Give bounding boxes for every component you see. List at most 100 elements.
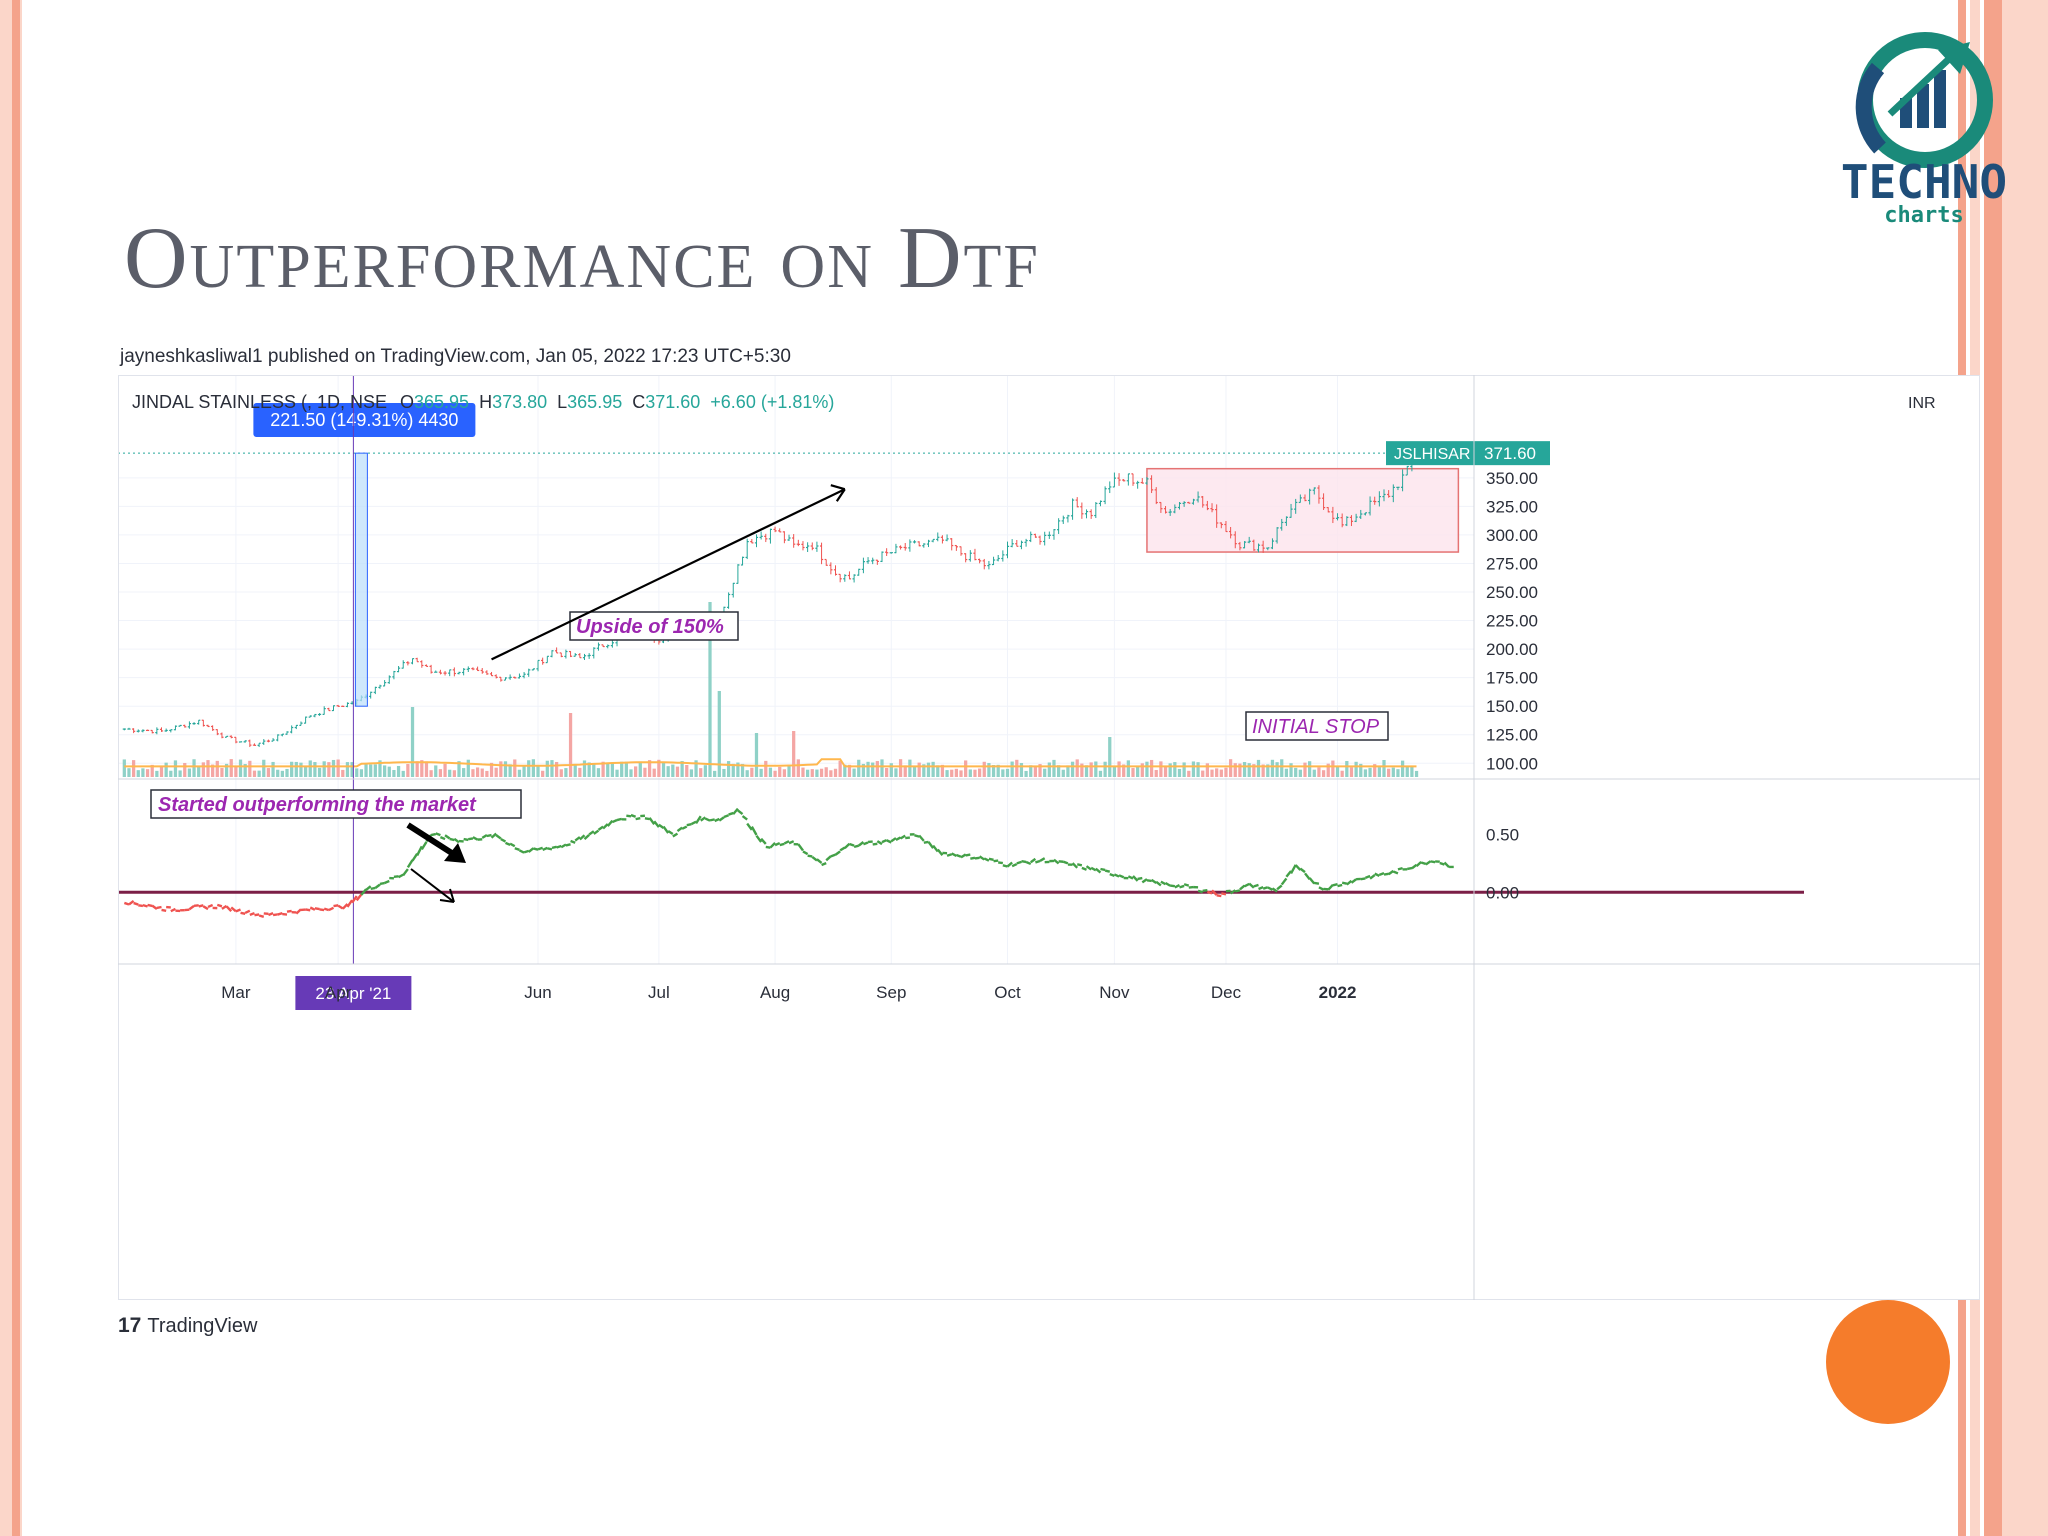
rs-tick-label: 0.50 <box>1486 826 1519 845</box>
annotation-stop-text: INITIAL STOP <box>1252 716 1380 738</box>
rs-segment <box>746 822 753 831</box>
rs-segment <box>398 873 404 879</box>
volume-bar <box>187 768 192 777</box>
rs-segment <box>346 899 354 908</box>
volume-bar <box>1298 769 1302 777</box>
volume-bar <box>880 759 884 777</box>
volume-bar <box>1126 760 1130 777</box>
symbol-tag-text: JSLHISAR <box>1394 446 1470 463</box>
volume-bar <box>582 760 587 777</box>
rs-segment <box>570 839 576 844</box>
rs-segment <box>667 830 674 835</box>
volume-bar <box>387 766 391 777</box>
rs-segment <box>1062 860 1069 865</box>
rs-segment <box>690 820 697 826</box>
volume-bar <box>480 768 484 777</box>
rs-segment <box>1197 889 1204 894</box>
rs-segment <box>547 847 553 851</box>
rs-segment <box>1206 890 1213 895</box>
volume-bar <box>1117 761 1121 777</box>
volume-bar <box>1173 762 1177 777</box>
rs-segment <box>1160 880 1167 886</box>
rs-segment <box>1253 883 1259 888</box>
volume-bar <box>1089 762 1093 777</box>
volume-bar <box>950 769 954 777</box>
date-badge-bg <box>295 976 412 1010</box>
rs-segment <box>1350 878 1357 884</box>
volume-bar <box>1215 768 1219 777</box>
rs-segment <box>1150 878 1157 885</box>
volume-bar <box>159 766 164 777</box>
rs-segment <box>1378 871 1385 877</box>
rs-segment <box>802 850 809 856</box>
volume-bar <box>294 761 298 777</box>
volume-bar <box>624 761 628 777</box>
rs-segment <box>305 908 311 912</box>
volume-bar <box>420 760 424 777</box>
volume-bar <box>1405 765 1409 777</box>
rs-segment <box>662 825 670 834</box>
rs-segment <box>341 903 349 910</box>
volume-ma-line <box>124 758 1417 768</box>
volume-bar <box>401 770 405 777</box>
rs-segment <box>1104 869 1111 873</box>
rs-segment <box>523 849 530 854</box>
volume-bar <box>522 765 526 777</box>
rs-segment <box>551 845 557 850</box>
volume-bar <box>805 769 810 777</box>
rs-segment <box>611 818 618 824</box>
volume-bar <box>131 760 136 777</box>
rs-segment <box>1443 861 1450 869</box>
volume-bar <box>671 764 675 777</box>
rs-segment <box>1006 861 1013 868</box>
price-tick-label: 325.00 <box>1486 497 1538 516</box>
volume-bar <box>926 762 931 777</box>
volume-bar <box>262 759 266 777</box>
tradingview-chart[interactable]: JSLHISAR 371.60 221.50 (149.31%) 4430 23 Ap… <box>118 375 1980 1300</box>
rs-segment <box>240 911 246 916</box>
price-tick-label: 225.00 <box>1486 612 1538 631</box>
rs-segment <box>1304 872 1311 881</box>
rs-segment <box>676 826 683 833</box>
volume-bar <box>457 761 461 777</box>
rs-segment <box>1314 881 1320 885</box>
rs-segment <box>779 842 785 847</box>
rs-segment <box>983 857 990 862</box>
volume-bar <box>201 762 205 777</box>
rs-segment <box>1308 877 1316 885</box>
rs-segment <box>267 912 274 917</box>
ohlc-values: O365.95 H373.80 L365.95 C371.60 +6.60 (+1.81… <box>400 392 834 412</box>
rs-segment <box>732 807 739 815</box>
volume-bar <box>1233 763 1237 777</box>
rs-segment <box>1411 863 1418 870</box>
rs-segment <box>1360 877 1366 881</box>
volume-bar <box>638 761 642 777</box>
volume-bar <box>764 760 768 777</box>
volume-bar <box>183 762 187 777</box>
rs-segment <box>198 904 204 908</box>
volume-bar <box>801 767 805 777</box>
volume-bar <box>945 770 949 777</box>
volume-bar <box>536 765 540 777</box>
rs-segment <box>1374 872 1380 877</box>
volume-bar <box>871 762 875 777</box>
volume-bar <box>169 770 173 777</box>
rs-segment <box>695 815 702 825</box>
rs-segment <box>872 842 878 846</box>
annotation-upside-text: Upside of 150% <box>576 616 724 638</box>
rs-segment <box>1216 894 1222 898</box>
rs-segment <box>858 841 865 847</box>
volume-bar <box>1256 759 1261 777</box>
volume-bar <box>1224 767 1228 777</box>
rs-segment <box>406 859 414 868</box>
rs-segment <box>435 832 441 837</box>
volume-bar <box>1154 769 1158 777</box>
volume-bar <box>847 764 852 777</box>
price-tick-label: 300.00 <box>1486 526 1538 545</box>
volume-bar <box>141 768 145 777</box>
rs-segment <box>700 816 707 822</box>
rs-segment <box>1002 864 1008 868</box>
volume-bar <box>1019 763 1024 777</box>
rs-segment <box>1420 861 1427 866</box>
rs-segment <box>481 834 488 839</box>
